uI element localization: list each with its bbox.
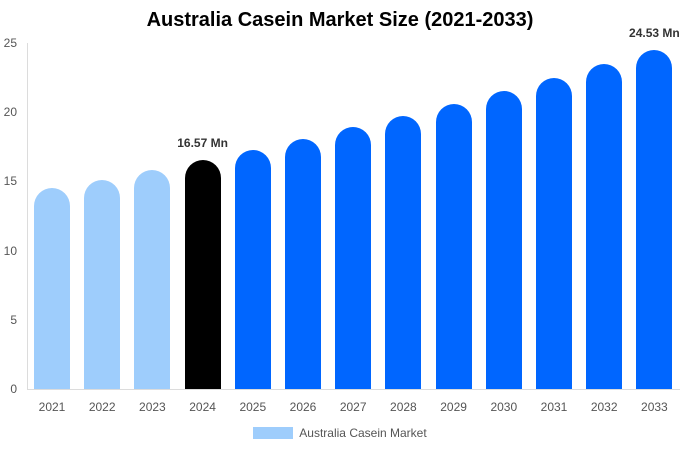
- plot-area: [27, 43, 680, 389]
- bar-2032[interactable]: [586, 63, 623, 389]
- x-tick-label: 2031: [540, 400, 568, 414]
- bar-2031[interactable]: [536, 77, 572, 389]
- x-tick-label: 2026: [289, 400, 317, 414]
- y-tick-label: 0: [10, 382, 17, 396]
- x-tick-label: 2021: [38, 400, 66, 414]
- bar-2033[interactable]: [636, 49, 673, 389]
- legend[interactable]: Australia Casein Market: [0, 426, 680, 440]
- x-axis-line: [27, 389, 680, 390]
- x-tick-label: 2028: [390, 400, 417, 414]
- data-label-2024: 16.57 Mn: [177, 135, 228, 150]
- x-tick-label: 2024: [189, 400, 216, 414]
- data-label-2033: 24.53 Mn: [629, 25, 680, 40]
- bar-2027[interactable]: [335, 127, 372, 389]
- bar-2028[interactable]: [385, 116, 422, 389]
- x-tick-label: 2023: [139, 400, 166, 414]
- x-tick-label: 2033: [641, 400, 668, 414]
- bar-2030[interactable]: [485, 91, 522, 389]
- legend-label: Australia Casein Market: [299, 426, 427, 440]
- x-tick-label: 2030: [490, 400, 518, 414]
- y-tick-label: 20: [3, 105, 17, 120]
- bar-2024[interactable]: [184, 159, 221, 389]
- y-tick-label: 10: [3, 243, 17, 258]
- y-tick-label: 15: [3, 174, 17, 189]
- x-tick-label: 2027: [339, 400, 367, 414]
- bar-2021[interactable]: [34, 188, 70, 389]
- x-tick-label: 2032: [590, 400, 618, 414]
- chart-title: Australia Casein Market Size (2021-2033): [146, 9, 534, 31]
- y-tick-label: 5: [10, 312, 17, 327]
- x-tick-label: 2022: [88, 400, 116, 414]
- bar-2025[interactable]: [234, 149, 271, 389]
- y-tick-label: 25: [3, 36, 17, 50]
- x-tick-label: 2029: [440, 400, 467, 414]
- legend-swatch: [253, 427, 294, 439]
- bar-2022[interactable]: [84, 180, 121, 389]
- bar-2026[interactable]: [285, 138, 321, 389]
- bar-2029[interactable]: [435, 103, 472, 389]
- bar-2023[interactable]: [134, 170, 171, 389]
- y-axis-line: [27, 43, 28, 389]
- x-tick-label: 2025: [239, 400, 267, 414]
